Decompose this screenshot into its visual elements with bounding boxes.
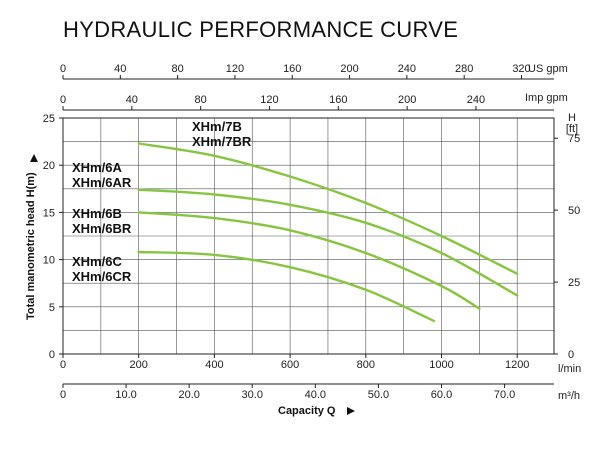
feet-unit-label-sub: [ft] [566,123,578,135]
x-tick-label: 0 [60,359,66,371]
us-gpm-tick-label: 320 [512,63,530,75]
imp-gpm-tick-label: 120 [260,94,278,106]
m3h-tick-label: 30.0 [242,389,263,401]
curve-label-xhm-6b: XHm/6B [72,206,122,221]
curve-label-xhm-7b: XHm/7BR [192,134,252,149]
imp-gpm-tick-label: 200 [398,94,416,106]
x-tick-label: 400 [205,359,223,371]
m3h-tick-label: 0 [60,389,66,401]
x-tick-label: 200 [130,359,148,371]
plot-frame [62,117,555,355]
feet-tick-label: 0 [568,349,574,361]
x-tick-label: 1000 [429,359,453,371]
imp-gpm-tick-label: 40 [126,94,138,106]
curve-xhm-6c [137,250,436,323]
m3h-tick-label: 20.0 [178,389,199,401]
x-axis-arrow-icon [347,407,355,415]
us-gpm-unit-label: US gpm [528,63,568,75]
curve-label-xhm-6a: XHm/6A [72,160,122,175]
us-gpm-tick-label: 40 [114,63,126,75]
curves-layer [137,142,519,323]
m3h-unit-label: m³/h [558,390,580,402]
grid-layer [62,117,555,355]
feet-tick-label: 75 [568,133,580,145]
curve-label-xhm-6b: XHm/6BR [72,221,132,236]
chart-title: HYDRAULIC PERFORMANCE CURVE [63,17,458,42]
curve-label-xhm-7b: XHm/7B [192,119,242,134]
x-axis-label: Capacity Q [278,405,336,417]
axes-layer: 0 5 10 15 20 25 H[ft] 0 25 50 75 0 40 80 120 160 200 240 2… [43,63,581,402]
y-tick-label: 0 [49,349,55,361]
us-gpm-tick-label: 200 [340,63,358,75]
imp-gpm-tick-label: 0 [60,94,66,106]
m3h-tick-label: 10.0 [115,389,136,401]
y-tick-label: 15 [43,207,55,219]
y-axis-label: Total manometric head H(m) [25,172,37,320]
curve-xhm-6b [137,211,481,310]
m3h-tick-label: 60.0 [431,389,452,401]
feet-tick-label: 50 [568,205,580,217]
curve-label-xhm-6c: XHm/6C [72,254,122,269]
m3h-tick-label: 40.0 [305,389,326,401]
us-gpm-tick-label: 240 [398,63,416,75]
y-tick-label: 10 [43,255,55,267]
imp-gpm-tick-label: 160 [329,94,347,106]
y-tick-label: 20 [43,160,55,172]
imp-gpm-unit-label: Imp gpm [525,92,568,104]
y-tick-label: 25 [43,113,55,125]
feet-tick-label: 25 [568,277,580,289]
imp-gpm-tick-label: 80 [195,94,207,106]
us-gpm-tick-label: 80 [171,63,183,75]
us-gpm-tick-label: 0 [60,63,66,75]
m3h-tick-label: 50.0 [368,389,389,401]
y-axis-arrow-icon [30,154,38,162]
x-unit-label: l/min [558,363,581,375]
curve-xhm-7b [137,142,519,275]
m3h-tick-label: 70.0 [494,389,515,401]
x-tick-label: 600 [281,359,299,371]
y-tick-label: 5 [49,302,55,314]
feet-unit-label: H [568,112,576,124]
curve-xhm-6a [137,188,519,297]
curve-label-xhm-6a: XHm/6AR [72,175,132,190]
us-gpm-tick-label: 160 [283,63,301,75]
x-tick-label: 1200 [505,359,529,371]
x-tick-label: 800 [357,359,375,371]
imp-gpm-tick-label: 240 [467,94,485,106]
us-gpm-tick-label: 280 [455,63,473,75]
curve-label-xhm-6c: XHm/6CR [72,269,132,284]
us-gpm-tick-label: 120 [226,63,244,75]
